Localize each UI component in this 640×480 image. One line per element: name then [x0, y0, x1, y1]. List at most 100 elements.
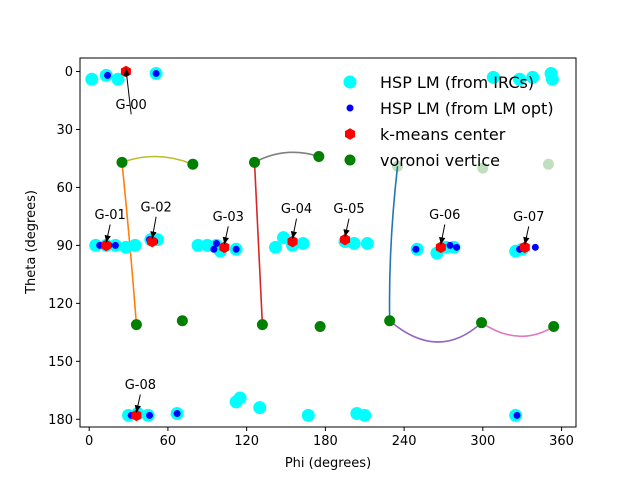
- data-point-0-16: [191, 238, 205, 252]
- annotation-arrowhead-3: [222, 236, 229, 245]
- data-point-3-1: [187, 158, 199, 170]
- annotation-label-6: G-06: [429, 208, 460, 223]
- data-point-2-8: [131, 409, 142, 422]
- data-point-0-41: [301, 408, 315, 422]
- data-point-1-0: [104, 71, 112, 79]
- y-tick-label-2: 60: [56, 181, 73, 196]
- data-point-0-26: [347, 236, 361, 250]
- x-tick-label-6: 360: [549, 434, 574, 449]
- x-tick-label-0: 0: [85, 434, 93, 449]
- legend-marker-2: [344, 128, 356, 140]
- data-point-1-17: [531, 243, 539, 251]
- x-tick-label-5: 300: [470, 434, 495, 449]
- data-point-3-0: [116, 156, 128, 168]
- series-3: [116, 151, 560, 333]
- data-point-1-8: [212, 239, 220, 247]
- plot-frame: [79, 57, 577, 428]
- data-point-0-21: [269, 240, 283, 254]
- data-point-2-7: [519, 241, 530, 254]
- voronoi-edge-3: [253, 162, 264, 325]
- data-point-1-19: [146, 411, 154, 419]
- legend-entry-0: HSP LM (from IRCs): [343, 73, 534, 92]
- data-point-0-13: [128, 238, 142, 252]
- legend-marker-1: [346, 104, 354, 112]
- annotation-label-0: G-00: [116, 98, 147, 113]
- voronoi-edge-1: [254, 151, 320, 164]
- annotation-label-8: G-08: [125, 378, 156, 393]
- annotation-label-5: G-05: [333, 202, 364, 217]
- data-point-3-8: [384, 315, 396, 327]
- data-point-0-8: [545, 72, 559, 86]
- data-point-0-40: [253, 401, 267, 415]
- annotation-label-1: G-01: [95, 208, 126, 223]
- legend-entry-2: k-means center: [344, 125, 506, 144]
- legend-label-3: voronoi vertice: [380, 151, 500, 170]
- annotation-3: G-03: [213, 210, 244, 245]
- data-point-0-0: [85, 72, 99, 86]
- annotation-arrowhead-2: [150, 231, 157, 239]
- x-tick-label-2: 120: [234, 434, 259, 449]
- annotation-2: G-02: [140, 200, 172, 239]
- annotation-arrowhead-4: [290, 231, 298, 239]
- annotation-label-4: G-04: [281, 202, 312, 217]
- data-point-0-2: [111, 72, 125, 86]
- legend-label-0: HSP LM (from IRCs): [380, 73, 534, 92]
- data-point-3-4: [130, 319, 142, 331]
- annotation-arrowhead-1: [104, 234, 111, 243]
- data-point-1-9: [232, 245, 240, 253]
- data-point-0-4: [486, 70, 500, 84]
- legend-entry-1: HSP LM (from LM opt): [346, 99, 554, 118]
- faded-point-3-1: [477, 162, 489, 174]
- data-point-1-21: [513, 411, 521, 419]
- annotation-4: G-04: [281, 202, 312, 239]
- data-point-3-2: [249, 156, 261, 168]
- data-point-0-43: [358, 408, 372, 422]
- data-point-0-22: [276, 231, 290, 245]
- annotation-arrowhead-8: [134, 404, 142, 413]
- y-tick-label-3: 90: [56, 239, 73, 254]
- annotation-arrowhead-5: [343, 229, 350, 237]
- data-point-0-6: [526, 70, 540, 84]
- legend-marker-3: [344, 154, 356, 166]
- legend: HSP LM (from IRCs) HSP LM (from LM opt) k-…: [343, 73, 554, 170]
- y-tick-label-5: 150: [48, 355, 73, 370]
- data-point-2-3: [219, 241, 230, 254]
- legend-entry-3: voronoi vertice: [344, 151, 500, 170]
- data-point-0-24: [296, 236, 310, 250]
- annotation-label-3: G-03: [213, 210, 244, 225]
- y-tick-label-1: 30: [56, 123, 73, 138]
- voronoi-edge-6: [481, 322, 555, 337]
- data-point-0-27: [360, 236, 374, 250]
- annotation-6: G-06: [429, 208, 460, 245]
- data-point-3-3: [313, 151, 325, 163]
- data-point-1-7: [210, 245, 218, 253]
- data-point-2-5: [340, 233, 351, 246]
- legend-label-2: k-means center: [380, 125, 506, 144]
- annotation-label-7: G-07: [513, 210, 544, 225]
- x-axis-label: Phi (degrees): [285, 456, 371, 471]
- data-point-3-9: [476, 317, 488, 329]
- data-point-1-12: [412, 245, 420, 253]
- annotation-arrowhead-0: [123, 68, 130, 76]
- y-tick-label-4: 120: [48, 297, 73, 312]
- data-point-3-5: [176, 315, 188, 327]
- voronoi-edge-4: [388, 166, 399, 321]
- annotation-7: G-07: [513, 210, 544, 245]
- annotation-8: G-08: [125, 378, 156, 413]
- data-point-2-1: [101, 239, 112, 252]
- voronoi-edge-5: [389, 320, 483, 343]
- annotation-arrowhead-7: [523, 236, 530, 245]
- data-point-1-4: [111, 241, 119, 249]
- annotation-arrowhead-6: [439, 236, 446, 245]
- y-tick-label-0: 0: [65, 65, 73, 80]
- legend-label-1: HSP LM (from LM opt): [380, 99, 554, 118]
- data-point-0-5: [513, 72, 527, 86]
- annotation-5: G-05: [333, 202, 365, 237]
- x-tick-label-3: 180: [313, 434, 338, 449]
- legend-marker-0: [343, 75, 357, 89]
- data-point-3-7: [314, 321, 326, 333]
- data-point-3-6: [256, 319, 268, 331]
- x-tick-label-1: 60: [160, 434, 177, 449]
- annotation-0: G-00: [116, 68, 147, 115]
